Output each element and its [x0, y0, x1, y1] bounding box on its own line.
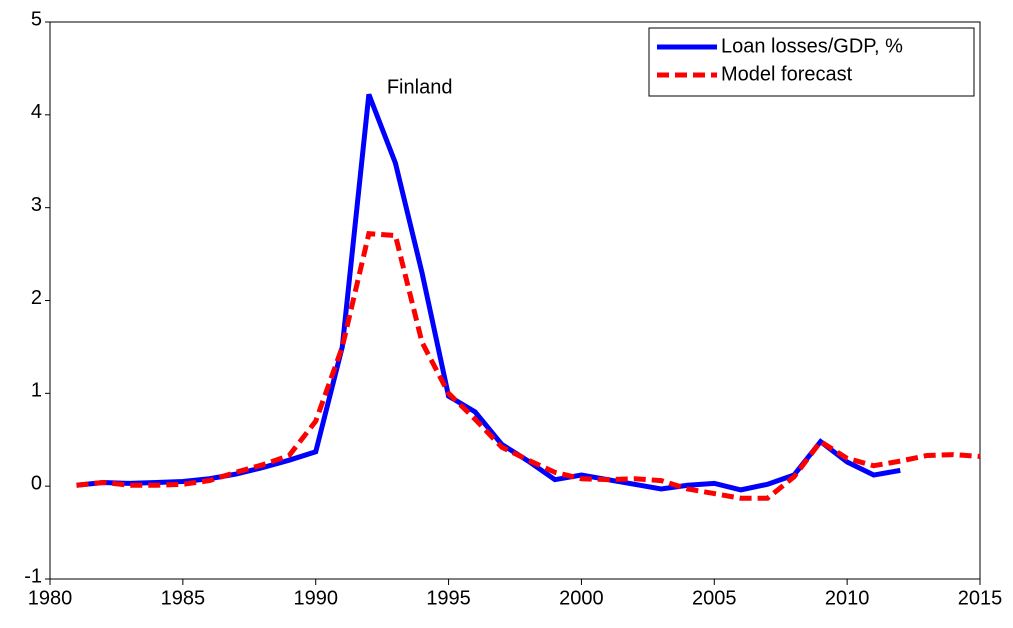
y-tick-label: 0 — [31, 472, 42, 494]
y-tick-label: 3 — [31, 194, 42, 216]
x-tick-label: 1985 — [161, 587, 206, 609]
legend-label: Loan losses/GDP, % — [721, 35, 903, 57]
y-tick-label: -1 — [24, 565, 42, 587]
y-tick-label: 4 — [31, 101, 42, 123]
y-tick-label: 2 — [31, 287, 42, 309]
legend-label: Model forecast — [721, 63, 853, 85]
x-tick-label: 1990 — [293, 587, 338, 609]
legend-box — [648, 27, 975, 97]
x-tick-label: 2015 — [958, 587, 1003, 609]
series-line — [76, 231, 981, 501]
series-line — [76, 93, 901, 493]
annotation: Finland — [387, 77, 453, 99]
y-tick-label: 1 — [31, 380, 42, 402]
x-tick-label: 2010 — [825, 587, 870, 609]
plot-frame — [49, 21, 981, 580]
x-tick-label: 2005 — [692, 587, 737, 609]
x-tick-label: 1980 — [28, 587, 73, 609]
x-tick-label: 1995 — [426, 587, 471, 609]
y-tick-label: 5 — [31, 8, 42, 30]
x-tick-label: 2000 — [559, 587, 604, 609]
